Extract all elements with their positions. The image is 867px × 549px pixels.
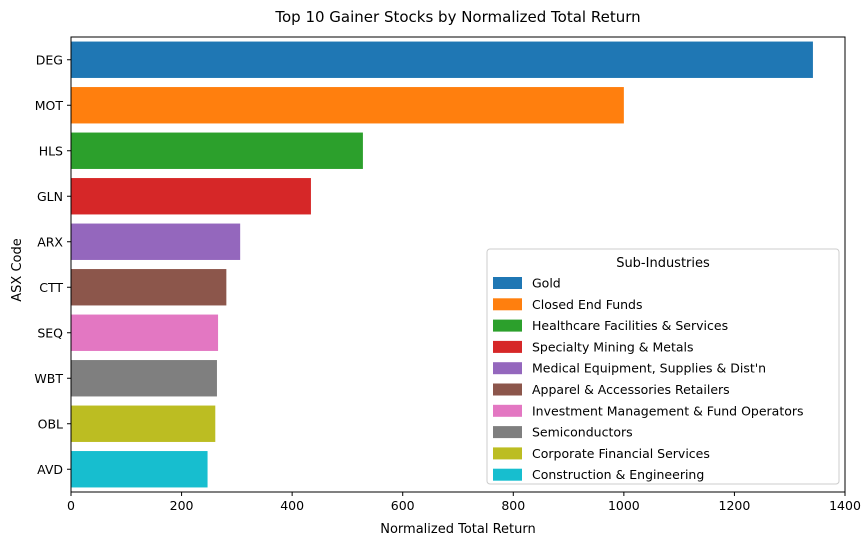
y-tick-label: DEG (36, 52, 63, 67)
legend: Sub-Industries Gold Closed End Funds Healt… (486, 248, 840, 485)
bar-ctt (71, 269, 227, 306)
legend-swatch (493, 340, 522, 353)
y-tick-label: AVD (37, 462, 63, 477)
legend-swatch (493, 362, 522, 375)
x-tick-label: 1000 (608, 498, 640, 513)
legend-swatch (493, 383, 522, 396)
legend-swatch (493, 277, 522, 289)
legend-swatch (493, 447, 522, 460)
legend-entry: Construction & Engineering (532, 467, 704, 482)
y-tick-label: HLS (39, 143, 63, 158)
legend-title: Sub-Industries (616, 256, 710, 271)
legend-swatch (493, 468, 522, 481)
legend-entry: Investment Management & Fund Operators (532, 403, 804, 418)
x-tick-label: 400 (280, 498, 304, 513)
legend-swatch (493, 426, 522, 439)
legend-items: Gold Closed End Funds Healthcare Facilitie… (493, 276, 804, 482)
legend-entry: Medical Equipment, Supplies & Dist'n (532, 361, 766, 376)
bar-hls (71, 132, 363, 169)
bar-mot (71, 87, 624, 124)
y-tick-label: SEQ (37, 325, 63, 340)
x-tick-label: 1200 (719, 498, 751, 513)
y-axis-ticks: DEG MOT HLS GLN ARX CTT SEQ WBT OBL AVD (34, 52, 71, 477)
bar-deg (71, 41, 813, 78)
legend-entry: Closed End Funds (532, 297, 643, 312)
legend-entry: Semiconductors (532, 425, 633, 440)
chart-title: Top 10 Gainer Stocks by Normalized Total… (274, 8, 640, 26)
x-tick-label: 1400 (829, 498, 861, 513)
y-tick-label: MOT (35, 98, 64, 113)
bar-avd (71, 451, 208, 488)
bar-arx (71, 223, 241, 260)
legend-entry: Specialty Mining & Metals (532, 339, 694, 354)
x-tick-label: 600 (391, 498, 415, 513)
legend-entry: Gold (532, 276, 561, 291)
x-tick-label: 800 (501, 498, 525, 513)
legend-swatch (493, 319, 522, 332)
legend-swatch (493, 404, 522, 417)
x-tick-label: 0 (67, 498, 75, 513)
x-tick-label: 200 (170, 498, 194, 513)
y-tick-label: CTT (39, 280, 63, 295)
legend-box (486, 248, 840, 485)
bar-seq (71, 314, 219, 351)
legend-entry: Apparel & Accessories Retailers (532, 382, 730, 397)
x-axis-ticks: 0 200 400 600 800 1000 1200 1400 (67, 492, 861, 513)
y-tick-label: WBT (34, 371, 63, 386)
y-axis-label: ASX Code (10, 238, 25, 301)
bar-obl (71, 405, 216, 442)
bars-group (71, 41, 813, 488)
legend-swatch (493, 298, 522, 311)
y-tick-label: OBL (38, 416, 63, 431)
plot-frame (70, 36, 846, 493)
bar-gln (71, 178, 311, 215)
y-tick-label: GLN (37, 189, 63, 204)
bar-wbt (71, 360, 217, 397)
x-axis-label: Normalized Total Return (380, 522, 536, 537)
legend-entry: Corporate Financial Services (532, 446, 710, 461)
legend-entry: Healthcare Facilities & Services (532, 318, 728, 333)
y-tick-label: ARX (37, 234, 63, 249)
